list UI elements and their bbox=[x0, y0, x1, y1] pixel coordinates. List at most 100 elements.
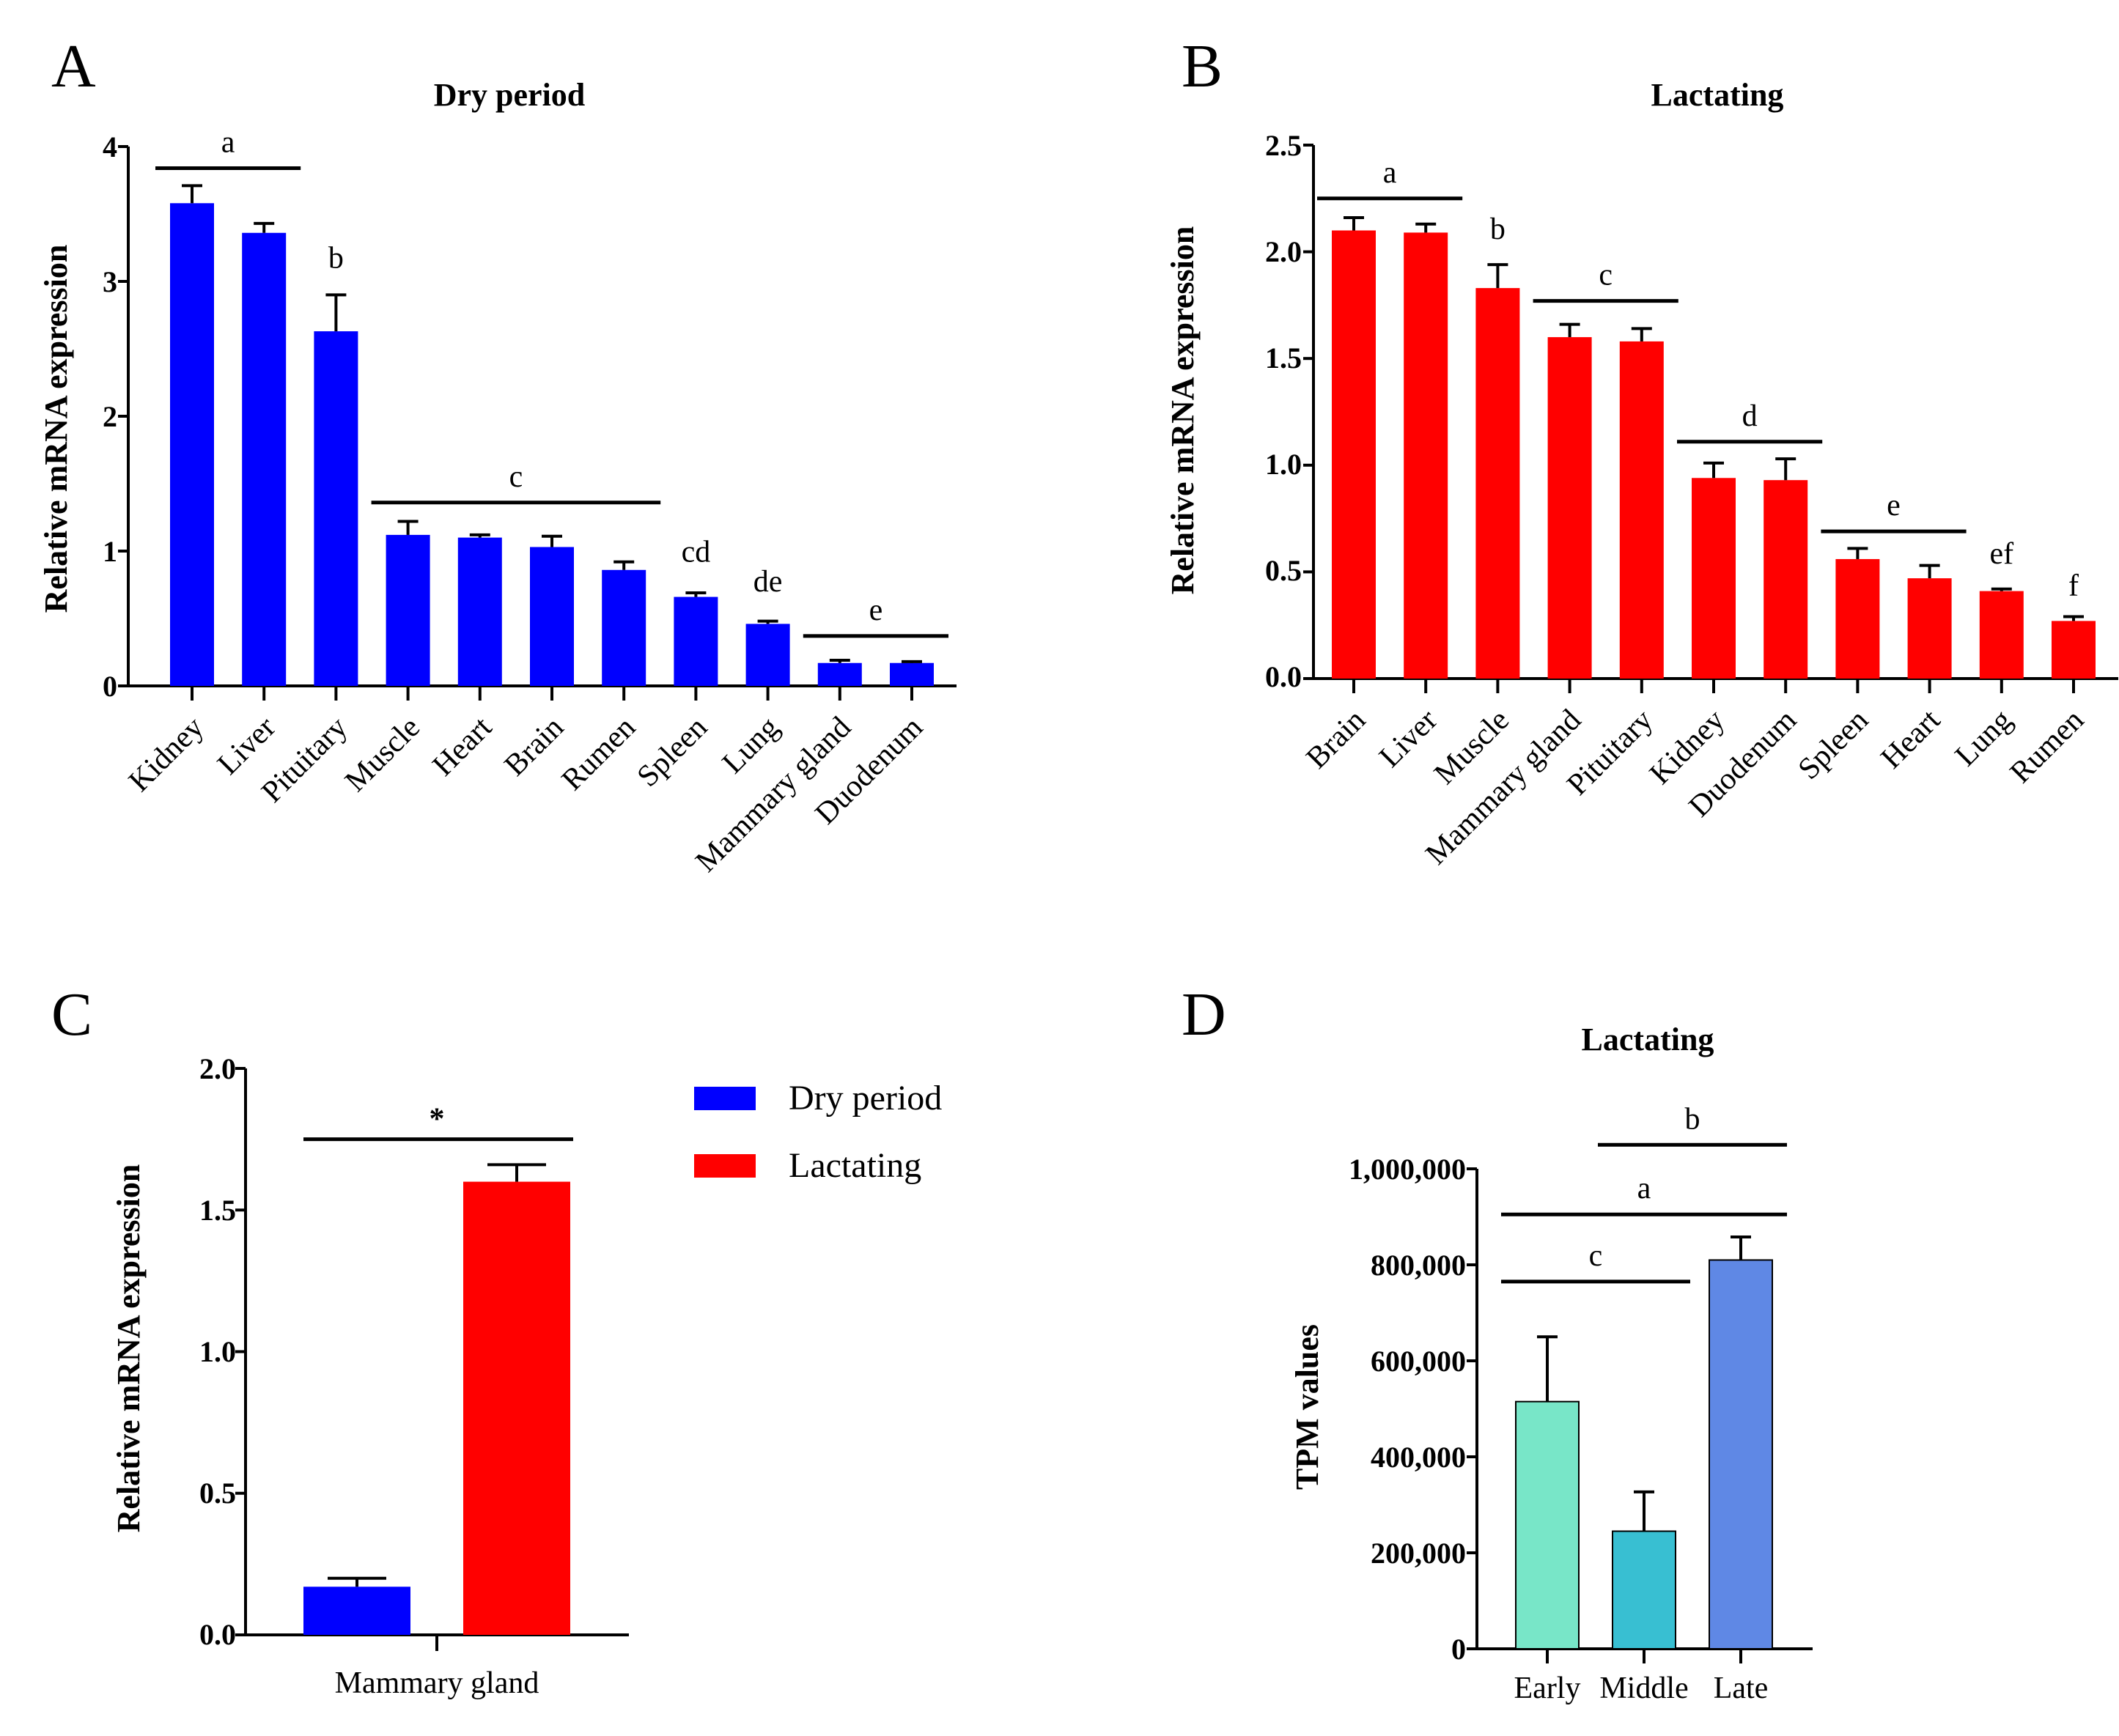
y-axis-title-a: Relative mRNA expression bbox=[38, 245, 74, 613]
group-label-d-0: b bbox=[1685, 1102, 1700, 1136]
category-label-b-7: Spleen bbox=[1792, 703, 1875, 786]
significance-star: * bbox=[430, 1103, 445, 1137]
y-tick-label-c-4: 2.0 bbox=[199, 1052, 236, 1085]
panel-letter-d: D bbox=[1182, 980, 1226, 1049]
group-label-b-5: ef bbox=[1989, 537, 2013, 571]
panel-letter-a: A bbox=[51, 32, 96, 100]
chart-panel-d: Lactating TPM values 1,000,000 800,000 6… bbox=[1289, 1022, 1813, 1705]
y-tick-labels-a: 4 3 2 1 0 bbox=[103, 130, 117, 703]
bar-rumen bbox=[2052, 621, 2096, 679]
bar-spleen bbox=[674, 596, 718, 686]
y-tick-label-c-0: 0.0 bbox=[199, 1618, 236, 1651]
y-tick-label-d-5: 1,000,000 bbox=[1349, 1153, 1466, 1186]
chart-panel-a: Dry period Relative mRNA expression 4 3 … bbox=[38, 77, 957, 879]
y-tick-labels-d: 1,000,000 800,000 600,000 400,000 200,00… bbox=[1349, 1153, 1466, 1666]
category-label-a-6: Rumen bbox=[556, 711, 642, 797]
group-label-a-3: cd bbox=[682, 536, 711, 569]
category-label-c-0: Mammary gland bbox=[335, 1666, 539, 1700]
panel-letter-b: B bbox=[1182, 32, 1223, 100]
y-tick-label-a-1: 1 bbox=[103, 535, 117, 568]
bar-brain bbox=[530, 547, 574, 686]
chart-title-d: Lactating bbox=[1582, 1022, 1714, 1057]
group-label-b-1: b bbox=[1490, 213, 1506, 246]
category-labels-b: Brain Liver Muscle Mammary gland Pituita… bbox=[1300, 703, 2091, 871]
category-label-a-4: Heart bbox=[427, 710, 499, 783]
bar-pituitary bbox=[314, 331, 358, 686]
bar-heart bbox=[457, 537, 502, 686]
panel-letter-c: C bbox=[51, 980, 92, 1049]
annotation-labels-d: b a c bbox=[1589, 1102, 1700, 1273]
legend-swatch-dry-period bbox=[694, 1087, 756, 1110]
bar-dry-period bbox=[303, 1587, 410, 1635]
legend-label-lactating: Lactating bbox=[789, 1146, 921, 1185]
y-tick-label-a-3: 3 bbox=[103, 265, 117, 298]
chart-panel-b: Lactating Relative mRNA expression 2.5 2… bbox=[1165, 77, 2118, 871]
y-tick-label-d-4: 800,000 bbox=[1371, 1249, 1466, 1282]
category-label-b-0: Brain bbox=[1300, 703, 1373, 776]
y-tick-label-d-0: 0 bbox=[1451, 1633, 1466, 1666]
bar-spleen bbox=[1835, 558, 1880, 679]
category-label-a-3: Muscle bbox=[339, 711, 427, 799]
y-tick-label-c-1: 0.5 bbox=[199, 1477, 236, 1510]
bar-heart bbox=[1907, 578, 1952, 679]
annotation-labels-a: a b c cd de e bbox=[221, 125, 882, 627]
annotation-labels-b: a b c d e ef f bbox=[1383, 156, 2079, 603]
y-tick-label-b-1: 0.5 bbox=[1265, 554, 1302, 587]
bar-pituitary bbox=[1619, 341, 1664, 679]
bar-mammary-gland bbox=[817, 662, 862, 686]
category-label-a-0: Kidney bbox=[122, 711, 210, 799]
group-label-a-1: b bbox=[328, 242, 344, 276]
bar-duodenum bbox=[1764, 480, 1808, 679]
category-label-b-8: Heart bbox=[1875, 703, 1947, 775]
group-label-a-0: a bbox=[221, 125, 235, 159]
bar-mammary-gland bbox=[1547, 337, 1592, 679]
y-tick-label-c-3: 1.5 bbox=[199, 1194, 236, 1227]
category-labels-a: Kidney Liver Pituitary Muscle Heart Brai… bbox=[122, 710, 929, 879]
y-tick-labels-c: 2.0 1.5 1.0 0.5 0.0 bbox=[199, 1052, 236, 1651]
y-tick-label-b-0: 0.0 bbox=[1265, 660, 1302, 693]
bar-liver bbox=[1404, 232, 1448, 679]
bar-late bbox=[1709, 1259, 1773, 1650]
category-label-d-2: Late bbox=[1714, 1672, 1769, 1705]
group-label-d-2: c bbox=[1589, 1239, 1603, 1273]
y-tick-label-a-4: 4 bbox=[103, 130, 117, 163]
bar-lung bbox=[1979, 591, 2024, 679]
y-axis-title-c: Relative mRNA expression bbox=[111, 1164, 147, 1533]
bar-kidney bbox=[170, 203, 214, 686]
y-tick-label-a-0: 0 bbox=[103, 670, 117, 703]
legend: Dry period Lactating bbox=[694, 1079, 942, 1185]
y-tick-labels-b: 2.5 2.0 1.5 1.0 0.5 0.0 bbox=[1265, 129, 1302, 693]
y-tick-label-b-5: 2.5 bbox=[1265, 129, 1302, 162]
category-label-d-0: Early bbox=[1514, 1672, 1581, 1705]
chart-title-a: Dry period bbox=[434, 77, 586, 113]
group-label-b-0: a bbox=[1383, 156, 1397, 190]
bar-muscle bbox=[1475, 288, 1520, 679]
y-tick-label-b-3: 1.5 bbox=[1265, 341, 1302, 374]
bar-brain bbox=[1332, 230, 1376, 679]
bar-lung bbox=[745, 624, 790, 686]
legend-swatch-lactating bbox=[694, 1154, 756, 1178]
chart-panel-c: Relative mRNA expression 2.0 1.5 1.0 0.5… bbox=[111, 1052, 942, 1700]
group-label-a-2: c bbox=[509, 460, 523, 494]
bar-lactating bbox=[463, 1181, 570, 1635]
bar-liver bbox=[242, 232, 287, 686]
category-label-b-10: Rumen bbox=[2004, 703, 2090, 790]
group-label-b-3: d bbox=[1742, 399, 1758, 433]
annotation-labels-c: * bbox=[430, 1103, 445, 1137]
y-axis-title-b: Relative mRNA expression bbox=[1165, 226, 1201, 595]
y-tick-label-d-1: 200,000 bbox=[1371, 1537, 1466, 1570]
category-labels-d: Early Middle Late bbox=[1514, 1672, 1769, 1705]
y-tick-label-b-2: 1.0 bbox=[1265, 448, 1302, 481]
bar-muscle bbox=[386, 534, 430, 686]
y-axis-title-d: TPM values bbox=[1289, 1324, 1325, 1490]
group-label-b-2: c bbox=[1599, 259, 1613, 292]
legend-label-dry-period: Dry period bbox=[789, 1079, 942, 1118]
category-label-d-1: Middle bbox=[1599, 1672, 1688, 1705]
y-tick-label-c-2: 1.0 bbox=[199, 1335, 236, 1368]
group-label-d-1: a bbox=[1637, 1172, 1651, 1205]
chart-title-b: Lactating bbox=[1651, 77, 1784, 113]
y-tick-label-b-4: 2.0 bbox=[1265, 235, 1302, 268]
group-label-a-5: e bbox=[869, 594, 883, 627]
category-label-a-7: Spleen bbox=[631, 711, 714, 794]
bar-early bbox=[1515, 1400, 1580, 1650]
